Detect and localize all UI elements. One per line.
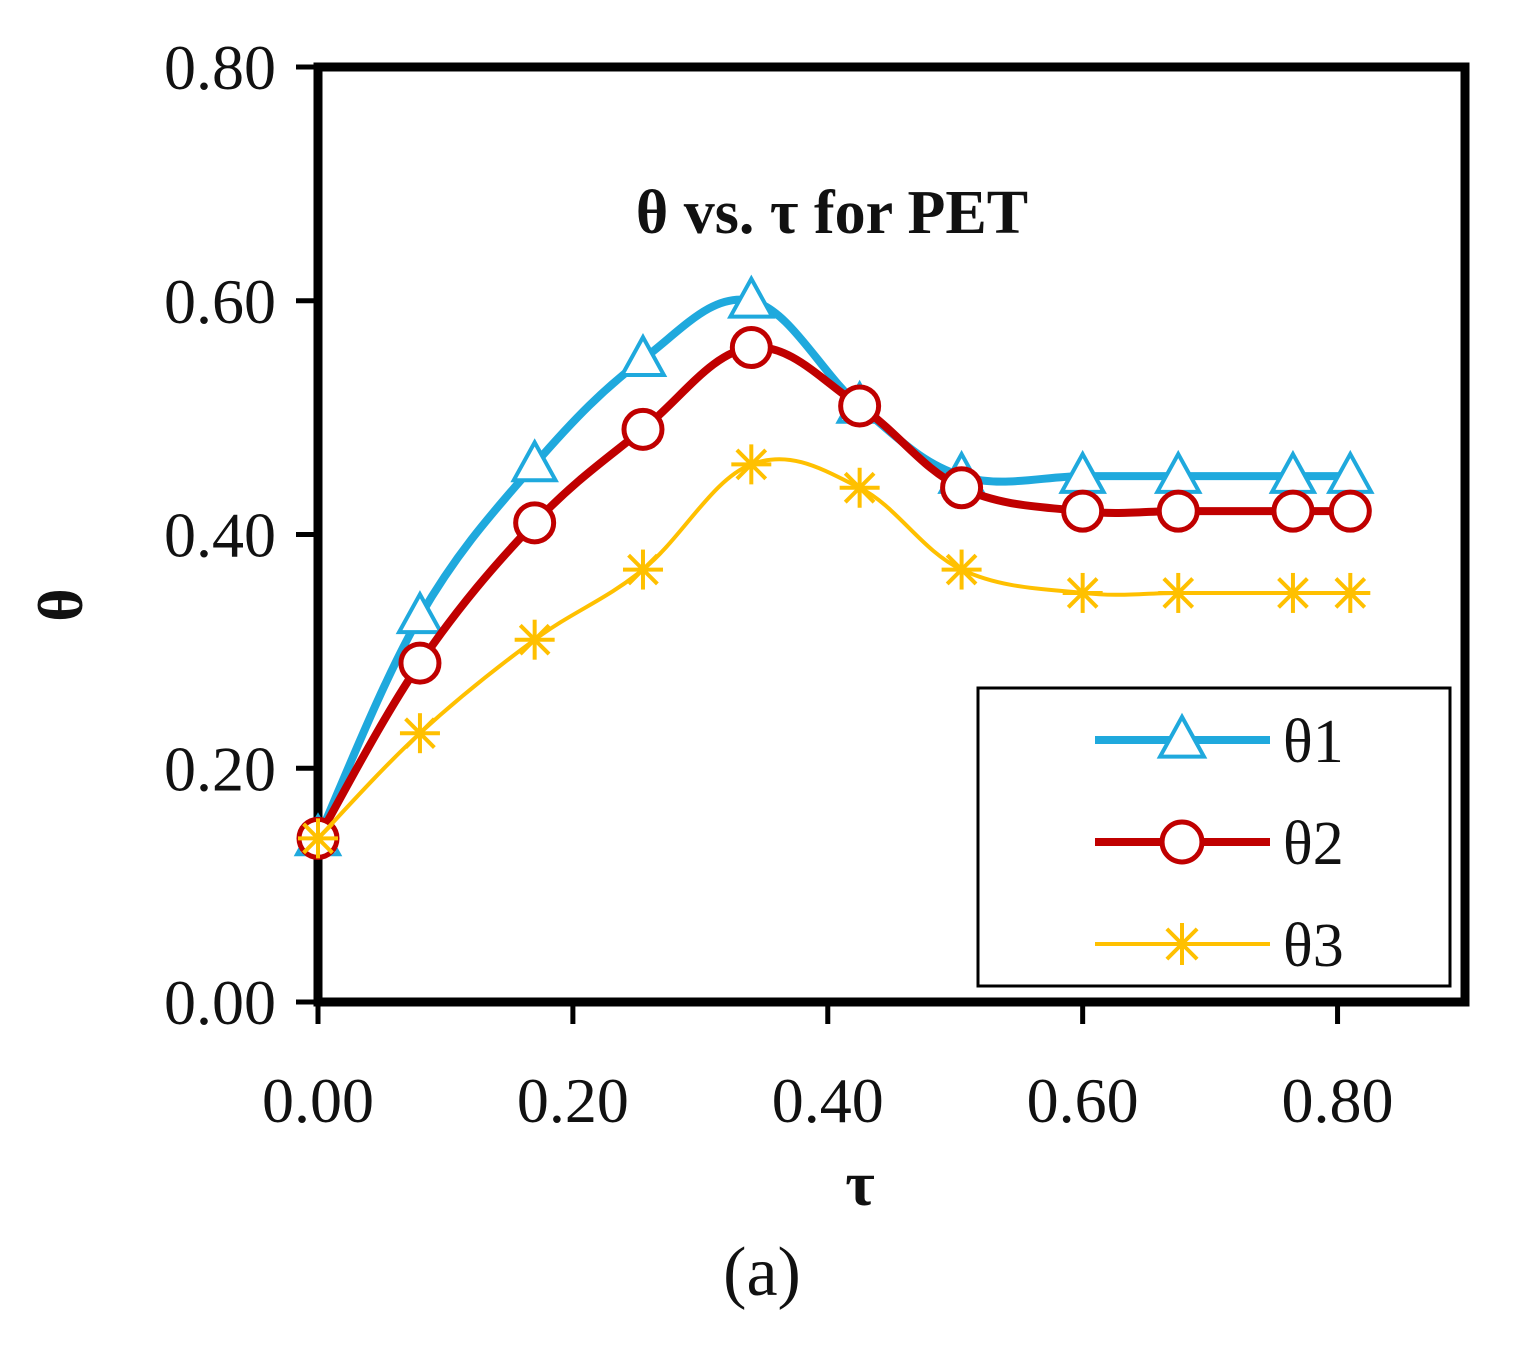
legend-entry: θ2 — [1095, 810, 1344, 878]
data-point — [1272, 572, 1313, 613]
data-point — [399, 713, 440, 754]
chart-title: θ vs. τ for PET — [636, 179, 1028, 247]
data-point — [398, 641, 442, 685]
legend-label: θ2 — [1283, 810, 1344, 878]
y-axis: 0.00 0.20 0.40 0.60 0.80 — [164, 32, 318, 1038]
data-point — [1061, 489, 1105, 533]
data-point — [727, 274, 776, 319]
series-layer — [293, 274, 1375, 860]
data-point — [622, 549, 663, 590]
x-tick-label: 0.80 — [1282, 1065, 1394, 1136]
x-tick-label: 0.40 — [772, 1065, 884, 1136]
legend-marker — [1161, 923, 1203, 965]
legend: θ1 θ2 θ3 — [976, 686, 1452, 988]
data-point — [621, 407, 665, 451]
y-tick-label: 0.00 — [164, 967, 276, 1038]
legend-label: θ3 — [1283, 912, 1344, 980]
data-point — [1158, 572, 1199, 613]
data-point — [513, 501, 557, 545]
data-point — [298, 818, 338, 859]
data-point — [1328, 489, 1372, 533]
legend-label: θ1 — [1283, 708, 1344, 776]
data-point — [1156, 489, 1200, 533]
legend-marker — [1156, 712, 1208, 759]
data-point — [940, 466, 984, 510]
x-tick-label: 0.60 — [1027, 1065, 1139, 1136]
legend-box — [976, 686, 1452, 988]
data-point — [395, 590, 445, 635]
data-point — [1330, 572, 1371, 613]
x-tick-label: 0.00 — [262, 1065, 374, 1136]
data-point — [941, 549, 982, 590]
x-tick-label: 0.20 — [517, 1065, 629, 1136]
data-point — [514, 619, 555, 660]
data-point — [1271, 489, 1315, 533]
data-point — [731, 444, 772, 485]
data-point — [510, 438, 559, 483]
legend-marker — [1159, 819, 1205, 865]
series-3 — [298, 444, 1371, 859]
x-axis: 0.00 0.20 0.40 0.60 0.80 — [262, 1002, 1394, 1136]
data-point — [839, 467, 880, 508]
figure-caption: (a) — [723, 1234, 801, 1311]
y-tick-label: 0.80 — [164, 32, 276, 103]
legend-entry: θ3 — [1095, 912, 1344, 980]
y-tick-label: 0.40 — [164, 500, 276, 571]
y-tick-label: 0.20 — [164, 733, 276, 804]
y-tick-label: 0.60 — [164, 266, 276, 337]
data-point — [618, 333, 668, 378]
x-axis-label: τ — [845, 1148, 875, 1219]
data-point — [1062, 572, 1103, 613]
legend-entry: θ1 — [1095, 708, 1344, 776]
data-point — [729, 326, 773, 369]
y-axis-label: θ — [25, 588, 96, 621]
data-point — [838, 384, 882, 428]
